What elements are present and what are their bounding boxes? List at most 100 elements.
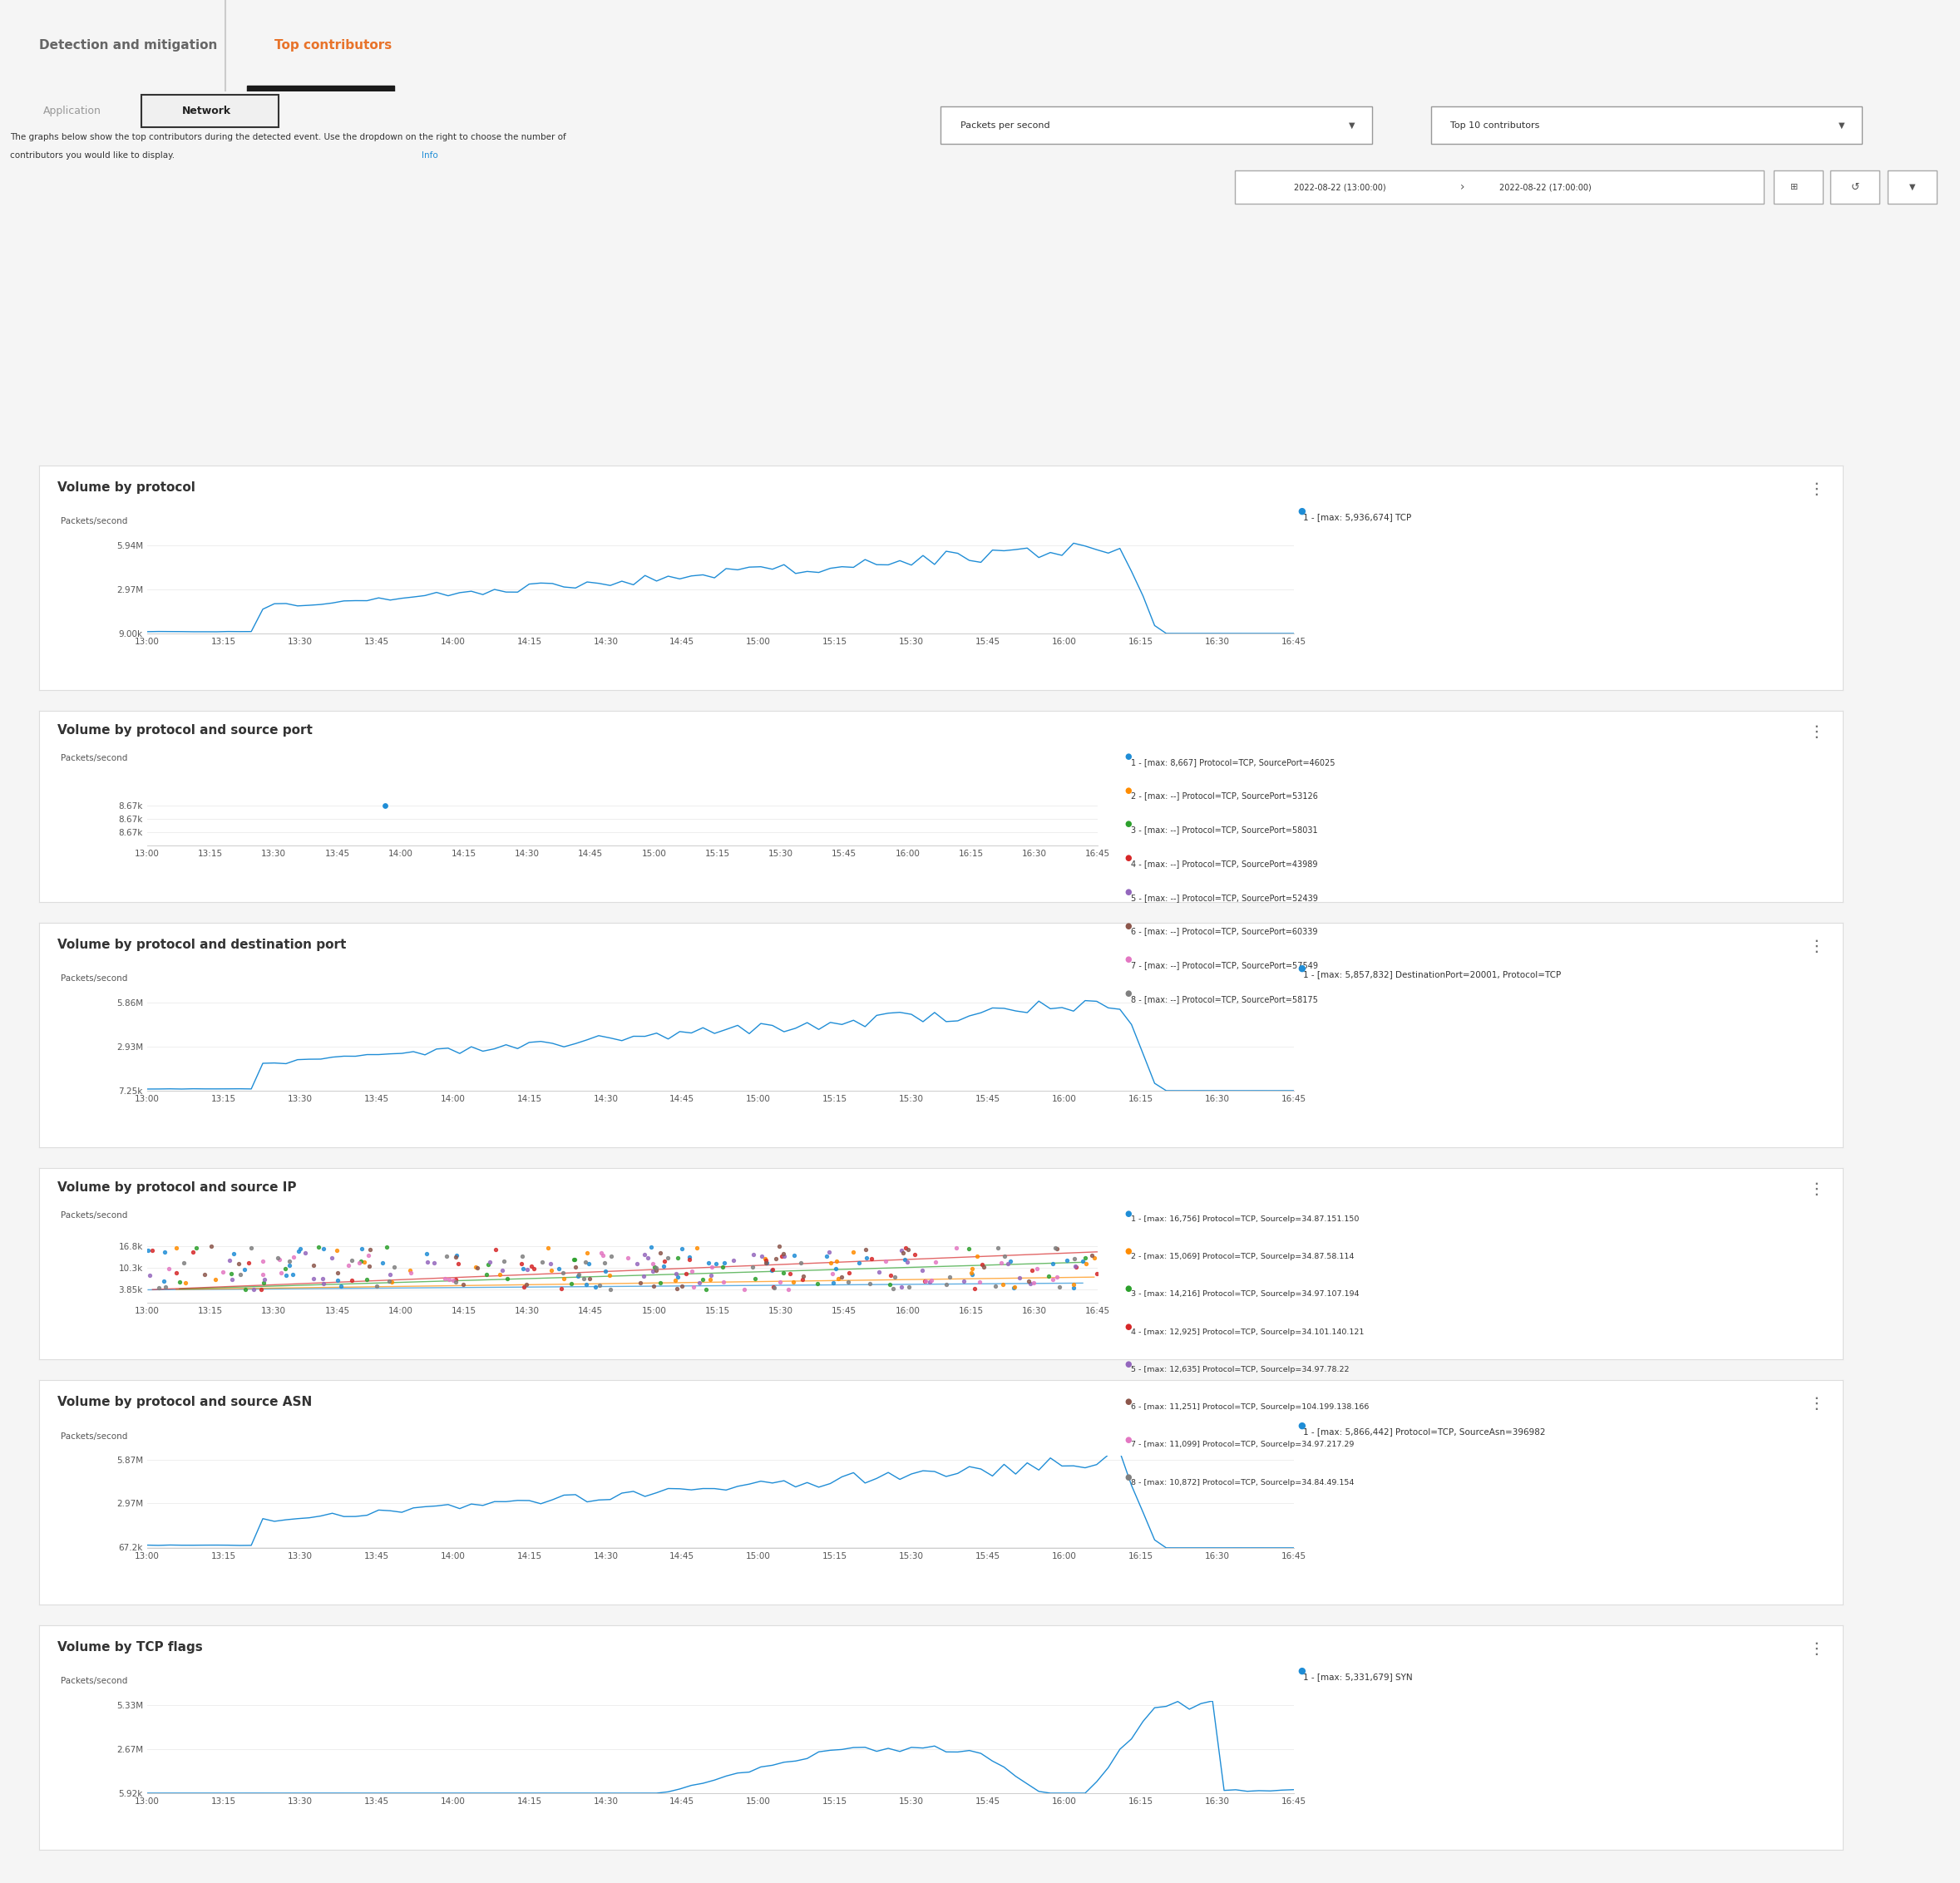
Point xyxy=(169,1248,200,1279)
Point xyxy=(894,1271,925,1301)
Point xyxy=(1017,1267,1049,1297)
Point xyxy=(559,1252,590,1282)
FancyBboxPatch shape xyxy=(141,94,278,128)
Point xyxy=(661,1258,692,1288)
Text: The graphs below show the top contributors during the detected event. Use the dr: The graphs below show the top contributo… xyxy=(10,132,566,141)
Text: ▼: ▼ xyxy=(1909,183,1915,192)
Point xyxy=(470,1260,502,1290)
Point xyxy=(586,1237,617,1267)
Point xyxy=(439,1263,470,1294)
Text: 2022-08-22 (13:00:00): 2022-08-22 (13:00:00) xyxy=(1294,183,1386,192)
Point xyxy=(321,1265,353,1296)
Point xyxy=(931,1269,962,1299)
Point xyxy=(692,1248,723,1279)
Point xyxy=(570,1237,602,1267)
Point xyxy=(590,1256,621,1286)
Point xyxy=(1078,1243,1109,1273)
Point xyxy=(353,1241,384,1271)
Point xyxy=(717,1245,749,1275)
Point xyxy=(274,1247,306,1277)
Text: Detection and mitigation: Detection and mitigation xyxy=(39,40,218,53)
Point xyxy=(1051,1245,1082,1275)
Text: Packets/second: Packets/second xyxy=(61,1678,127,1685)
Point xyxy=(962,1241,994,1271)
Point xyxy=(968,1252,1000,1282)
Point xyxy=(851,1243,882,1273)
Point xyxy=(909,1265,941,1296)
Point xyxy=(815,1248,847,1279)
Point xyxy=(641,1252,672,1282)
Point xyxy=(216,1258,247,1288)
Point xyxy=(474,1247,506,1277)
Point xyxy=(874,1260,906,1290)
Point xyxy=(161,1258,192,1288)
Text: 7 - [max: 11,099] Protocol=TCP, SourceIp=34.97.217.29: 7 - [max: 11,099] Protocol=TCP, SourceIp… xyxy=(1131,1440,1354,1448)
Point xyxy=(588,1248,619,1279)
Point xyxy=(874,1269,906,1299)
Point xyxy=(270,1254,302,1284)
Point xyxy=(909,1267,941,1297)
Point xyxy=(594,1260,625,1290)
Text: ●: ● xyxy=(1125,1247,1133,1256)
Text: Top 10 contributors: Top 10 contributors xyxy=(1450,121,1541,130)
Point xyxy=(506,1248,537,1279)
Text: ●: ● xyxy=(1125,921,1133,930)
Point xyxy=(555,1269,586,1299)
Point xyxy=(982,1233,1013,1263)
Text: 1 - [max: 5,857,832] DestinationPort=20001, Protocol=TCP: 1 - [max: 5,857,832] DestinationPort=200… xyxy=(1303,970,1562,977)
Text: ⋮: ⋮ xyxy=(1809,1395,1825,1412)
Point xyxy=(766,1241,798,1271)
Text: ●: ● xyxy=(1125,1397,1133,1407)
Point xyxy=(267,1258,298,1288)
Text: 3 - [max: --] Protocol=TCP, SourcePort=58031: 3 - [max: --] Protocol=TCP, SourcePort=5… xyxy=(1131,825,1317,834)
Point xyxy=(1037,1265,1068,1296)
Point xyxy=(463,1252,494,1282)
Point xyxy=(674,1243,706,1273)
Point xyxy=(676,1256,708,1286)
Point xyxy=(586,1241,617,1271)
Point xyxy=(662,1273,694,1303)
Point xyxy=(1015,1269,1047,1299)
Point xyxy=(751,1245,782,1275)
Point xyxy=(833,1258,864,1288)
Point xyxy=(247,1260,278,1290)
Point xyxy=(862,1258,894,1288)
Text: 6 - [max: --] Protocol=TCP, SourcePort=60339: 6 - [max: --] Protocol=TCP, SourcePort=6… xyxy=(1131,926,1317,936)
Point xyxy=(580,1271,612,1301)
Point xyxy=(666,1271,698,1301)
Point xyxy=(208,1258,239,1288)
Text: ●: ● xyxy=(1125,751,1133,761)
Point xyxy=(433,1265,465,1296)
Text: 1 - [max: 5,936,674] TCP: 1 - [max: 5,936,674] TCP xyxy=(1303,512,1411,522)
Text: 5 - [max: 12,635] Protocol=TCP, SourceIp=34.97.78.22: 5 - [max: 12,635] Protocol=TCP, SourceIp… xyxy=(1131,1365,1348,1373)
Point xyxy=(966,1250,998,1280)
Point xyxy=(298,1250,329,1280)
Text: Packets/second: Packets/second xyxy=(61,1431,127,1440)
Point xyxy=(584,1271,615,1301)
Point xyxy=(935,1262,966,1292)
Text: Top contributors: Top contributors xyxy=(274,40,392,53)
Point xyxy=(325,1271,357,1301)
Point xyxy=(627,1262,659,1292)
Point xyxy=(992,1248,1023,1279)
Point xyxy=(851,1235,882,1265)
Text: 1 - [max: 16,756] Protocol=TCP, SourceIp=34.87.151.150: 1 - [max: 16,756] Protocol=TCP, SourceIp… xyxy=(1131,1215,1358,1222)
Point xyxy=(412,1239,443,1269)
Point xyxy=(570,1269,602,1299)
Point xyxy=(308,1263,339,1294)
Point xyxy=(143,1273,174,1303)
Point xyxy=(378,1252,410,1282)
Point xyxy=(998,1273,1029,1303)
Point xyxy=(688,1263,719,1294)
Point xyxy=(133,1235,165,1265)
Point xyxy=(684,1267,715,1297)
Point xyxy=(647,1252,678,1282)
Point xyxy=(700,1248,731,1279)
Text: Packets/second: Packets/second xyxy=(61,1211,127,1220)
Point xyxy=(149,1271,180,1301)
Text: ›: › xyxy=(1460,181,1464,192)
Point xyxy=(751,1248,782,1279)
Text: 2 - [max: --] Protocol=TCP, SourcePort=53126: 2 - [max: --] Protocol=TCP, SourcePort=5… xyxy=(1131,791,1317,800)
Point xyxy=(149,1237,180,1267)
Point xyxy=(417,1248,449,1279)
